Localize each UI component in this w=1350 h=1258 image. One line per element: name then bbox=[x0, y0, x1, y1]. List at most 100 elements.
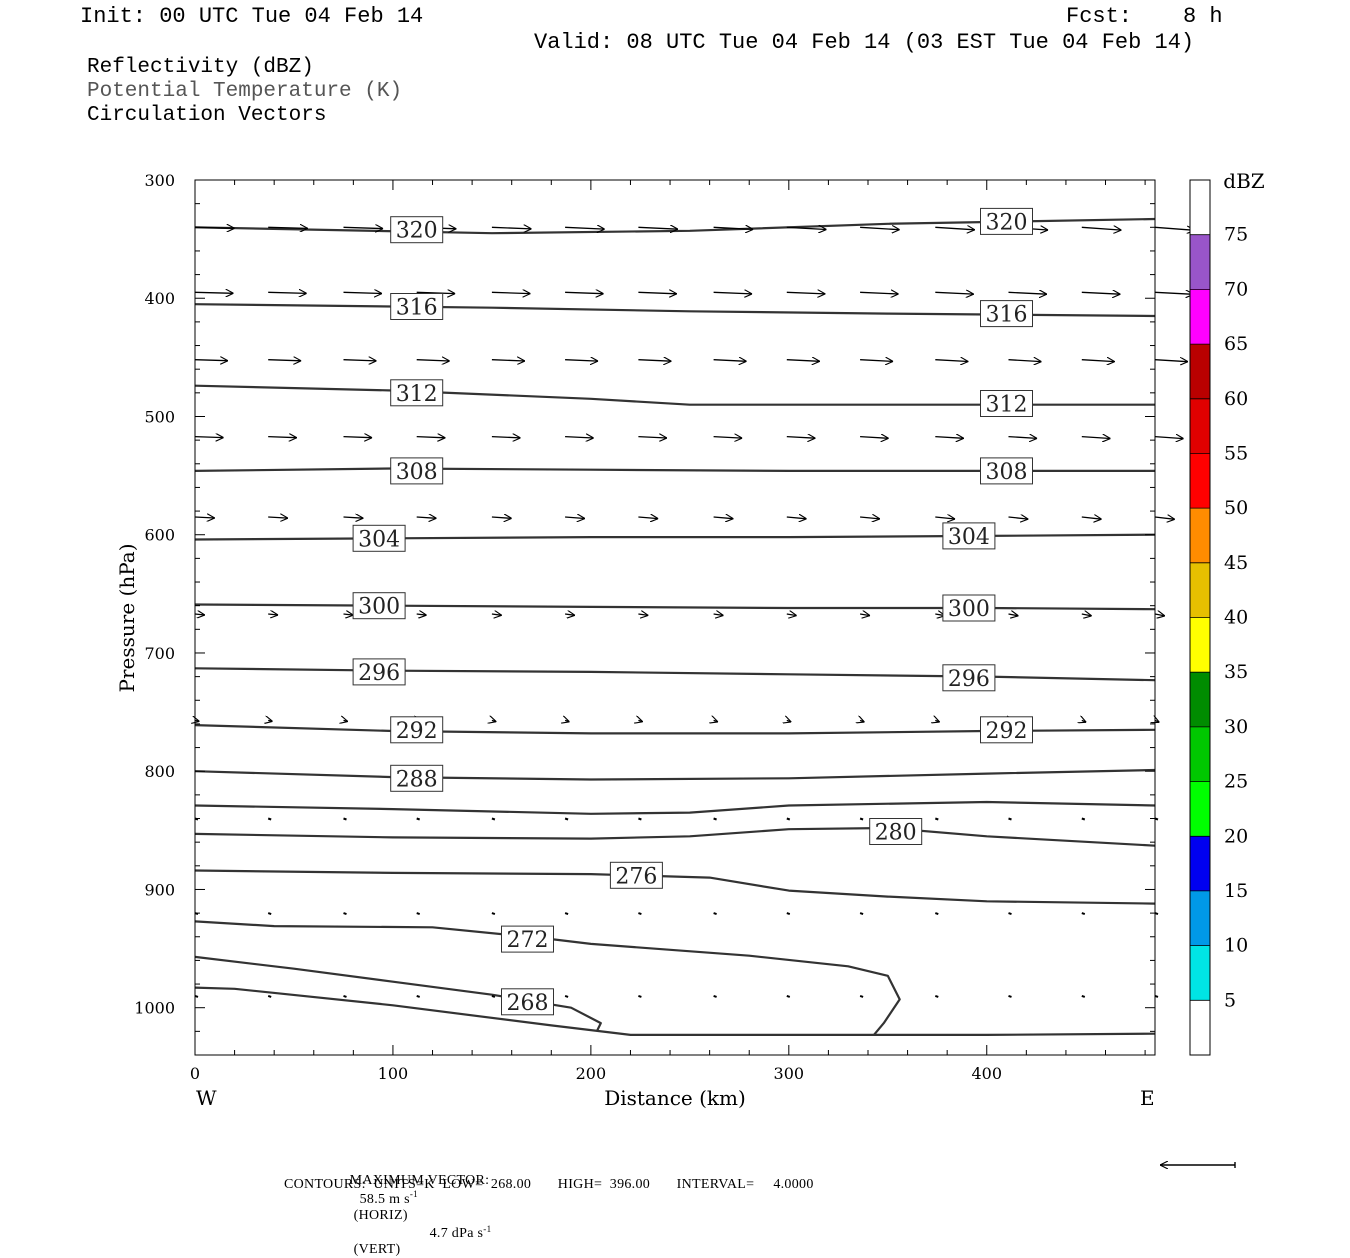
colorbar-cell-70 bbox=[1190, 234, 1210, 290]
forecast-label: Fcst: bbox=[1066, 4, 1133, 29]
theta-contours bbox=[194, 217, 1156, 1037]
contour-label-2: 316 bbox=[396, 296, 438, 321]
vector-4-8 bbox=[786, 517, 807, 519]
vector-9-3 bbox=[416, 994, 421, 998]
colorbar-cell-5 bbox=[1190, 945, 1210, 1001]
contour-label-5: 312 bbox=[986, 393, 1028, 418]
y-tick-label-800: 800 bbox=[144, 762, 175, 781]
contour-label-box-5 bbox=[980, 390, 1033, 417]
vector-4-10 bbox=[935, 517, 955, 519]
contour-label-box-19 bbox=[501, 925, 554, 953]
colorbar-label-15: 15 bbox=[1224, 880, 1248, 902]
vector-6-5 bbox=[565, 720, 569, 721]
vector-2-9 bbox=[860, 360, 893, 362]
vector-2-3 bbox=[416, 360, 450, 361]
colorbar-cell-20 bbox=[1190, 781, 1210, 837]
vector-9-11 bbox=[1008, 994, 1012, 998]
contour-label-box-9 bbox=[942, 522, 996, 550]
contour-label-box-8 bbox=[352, 524, 406, 552]
vector-5-7 bbox=[713, 614, 724, 616]
vector-1-3 bbox=[416, 292, 456, 293]
max-vector-label: MAXIMUM VECTOR: bbox=[349, 1173, 490, 1188]
y-tick-label-1000: 1000 bbox=[134, 999, 175, 1018]
vector-3-13 bbox=[1154, 437, 1184, 439]
theta-contour-264 bbox=[194, 986, 1156, 1037]
vector-5-3 bbox=[416, 614, 427, 615]
y-tick-label-600: 600 bbox=[144, 526, 175, 545]
contour-label-box-0 bbox=[390, 216, 444, 244]
vector-6-12 bbox=[1082, 720, 1086, 722]
vector-6-7 bbox=[714, 720, 718, 722]
vector-8-4 bbox=[491, 912, 496, 916]
contour-label-box-2 bbox=[390, 293, 444, 320]
contour-label-6: 308 bbox=[396, 460, 438, 485]
vector-4-2 bbox=[343, 517, 364, 518]
valid-time: Valid: 08 UTC Tue 04 Feb 14 (03 EST Tue … bbox=[534, 30, 1195, 55]
contour-label-box-16 bbox=[390, 764, 444, 792]
vector-7-6 bbox=[638, 817, 642, 821]
vert-exponent: -1 bbox=[483, 1223, 492, 1234]
theta-contour-276 bbox=[194, 869, 1156, 905]
vector-1-1 bbox=[268, 292, 307, 293]
vector-5-13 bbox=[1154, 614, 1165, 616]
colorbar-label-75: 75 bbox=[1224, 224, 1248, 246]
vector-9-2 bbox=[343, 994, 347, 998]
vector-7-4 bbox=[491, 817, 496, 821]
field-potential-temperature: Potential Temperature (K) bbox=[87, 80, 403, 103]
vector-8-1 bbox=[267, 912, 272, 916]
vector-3-2 bbox=[343, 437, 373, 438]
vector-1-7 bbox=[713, 292, 753, 294]
contour-labels: 320 320 316 316 312 312 308 308 304 304 300 300 296 2… bbox=[352, 207, 1033, 1016]
vector-0-4 bbox=[491, 227, 532, 229]
vector-4-5 bbox=[565, 517, 585, 519]
vector-2-6 bbox=[638, 360, 671, 362]
vector-4-4 bbox=[491, 517, 512, 518]
colorbar-cell-10 bbox=[1190, 890, 1210, 946]
forecast-hours: 8 h bbox=[1183, 4, 1223, 29]
vector-0-13 bbox=[1154, 227, 1195, 230]
y-tick-label-900: 900 bbox=[144, 880, 175, 899]
contour-label-box-10 bbox=[352, 592, 406, 620]
vector-1-0 bbox=[194, 292, 234, 293]
vector-6-8 bbox=[787, 720, 791, 722]
vector-0-12 bbox=[1081, 227, 1122, 230]
theta-contour-296 bbox=[194, 667, 1156, 682]
vector-8-3 bbox=[416, 912, 421, 916]
contour-label-18: 276 bbox=[615, 864, 657, 889]
vector-7-11 bbox=[1008, 817, 1012, 821]
contour-label-11: 300 bbox=[948, 597, 990, 622]
colorbar-label-45: 45 bbox=[1224, 552, 1248, 574]
vector-7-2 bbox=[343, 817, 347, 821]
vector-6-6 bbox=[638, 720, 642, 721]
vector-0-6 bbox=[638, 227, 678, 229]
vector-1-10 bbox=[935, 292, 974, 294]
vector-4-1 bbox=[268, 517, 288, 518]
vector-0-8 bbox=[786, 227, 827, 229]
vector-1-5 bbox=[565, 292, 604, 293]
vector-9-8 bbox=[786, 994, 791, 998]
x-axis-label: Distance (km) bbox=[604, 1086, 746, 1110]
colorbar-cell-65 bbox=[1190, 289, 1210, 345]
vector-9-10 bbox=[934, 994, 939, 998]
vector-0-2 bbox=[343, 227, 384, 228]
vector-2-8 bbox=[786, 360, 820, 362]
contour-label-20: 268 bbox=[507, 991, 549, 1016]
vector-2-10 bbox=[935, 360, 968, 362]
contour-label-19: 272 bbox=[507, 928, 549, 953]
colorbar-label-70: 70 bbox=[1224, 278, 1248, 300]
colorbar-cell-60 bbox=[1190, 344, 1210, 399]
colorbar-label-25: 25 bbox=[1224, 771, 1248, 793]
contour-label-0: 320 bbox=[396, 219, 438, 244]
colorbar-cell-15 bbox=[1190, 836, 1210, 891]
y-tick-label-500: 500 bbox=[144, 407, 175, 426]
contours-info: CONTOURS: UNITS=K LOW= 268.00 HIGH= 396.… bbox=[284, 1177, 814, 1192]
vector-1-9 bbox=[860, 292, 899, 294]
contour-label-box-14 bbox=[390, 716, 444, 744]
colorbar-cell-50 bbox=[1190, 453, 1210, 509]
vector-0-1 bbox=[268, 227, 308, 228]
colorbar-label-30: 30 bbox=[1224, 716, 1248, 738]
colorbar-cell-35 bbox=[1190, 617, 1210, 673]
contour-label-box-15 bbox=[980, 716, 1033, 744]
colorbar-label-60: 60 bbox=[1224, 388, 1248, 410]
